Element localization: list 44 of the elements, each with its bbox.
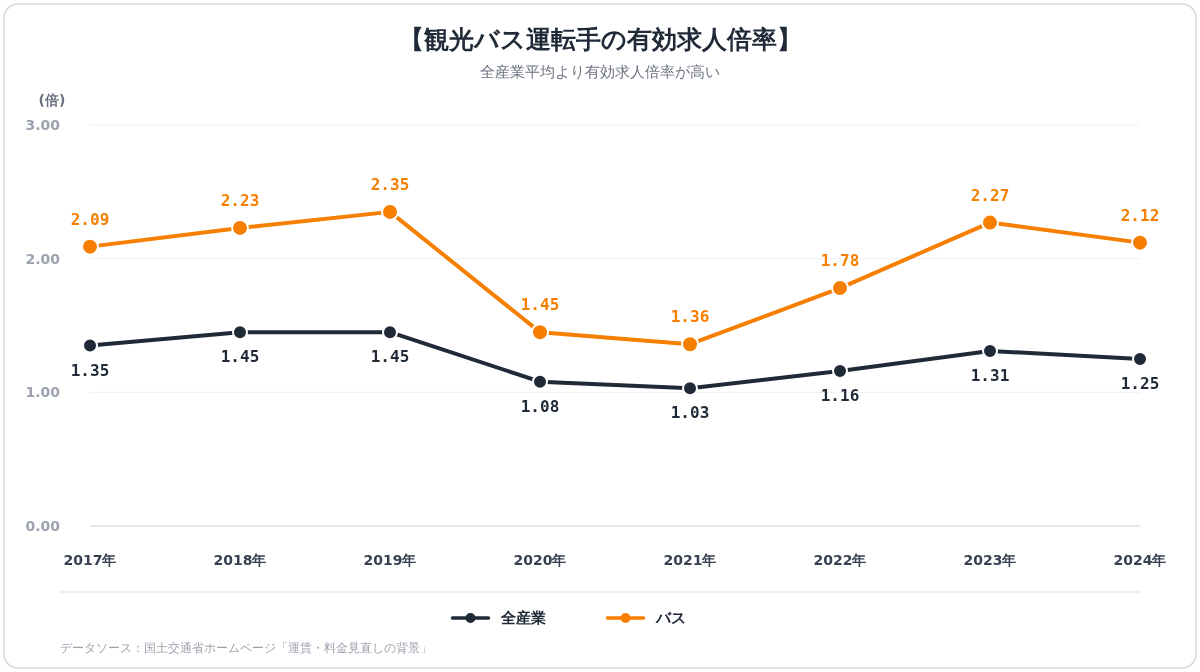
point [682, 380, 698, 397]
x-tick-label: 2022年 [813, 552, 867, 568]
data-label: 2.23 [220, 190, 260, 210]
x-tick-label: 2020年 [513, 552, 567, 568]
data-label: 1.45 [220, 347, 260, 367]
chart-subtitle: 全産業平均より有効求人倍率が高い [480, 63, 720, 81]
data-label: 1.08 [520, 396, 560, 416]
chart-title: 【観光バス運転手の有効求人倍率】 [398, 25, 802, 54]
x-tick-label: 2018年 [213, 552, 267, 568]
data-label: 1.25 [1120, 373, 1160, 393]
legend-label: バス [654, 609, 686, 627]
data-label: 2.35 [370, 174, 410, 194]
point [82, 337, 98, 354]
data-label: 1.31 [970, 365, 1010, 385]
y-tick-label: 2.00 [25, 250, 61, 267]
point [531, 323, 549, 342]
data-label: 2.27 [970, 185, 1010, 205]
data-label: 1.16 [820, 385, 860, 405]
x-tick-label: 2023年 [963, 552, 1017, 568]
point [681, 335, 699, 354]
point [382, 324, 398, 341]
y-axis-title: (倍) [38, 92, 66, 108]
data-label: 1.36 [670, 307, 710, 327]
point [232, 324, 248, 341]
y-tick-label: 1.00 [25, 384, 61, 401]
data-label: 1.45 [370, 347, 410, 367]
data-label: 2.09 [70, 209, 110, 229]
point [1131, 233, 1149, 252]
text: データソース：国土交通省ホームページ「運賃・料金見直しの背景」 [60, 641, 432, 655]
data-label: 2.12 [1120, 205, 1160, 225]
point [532, 373, 548, 390]
data-label: 1.45 [520, 295, 560, 315]
x-tick-label: 2017年 [63, 552, 117, 568]
data-label: 1.35 [70, 360, 110, 380]
y-tick-label: 0.00 [25, 518, 61, 534]
y-tick-label: 3.00 [25, 117, 61, 133]
legend-label: 全産業 [499, 609, 546, 627]
data-label: 1.78 [820, 251, 860, 271]
point [81, 237, 99, 256]
x-tick-label: 2021年 [663, 552, 717, 568]
point [981, 213, 999, 232]
x-tick-label: 2024年 [1113, 552, 1167, 568]
x-tick-label: 2019年 [363, 552, 417, 568]
data-label: 1.03 [670, 403, 710, 423]
